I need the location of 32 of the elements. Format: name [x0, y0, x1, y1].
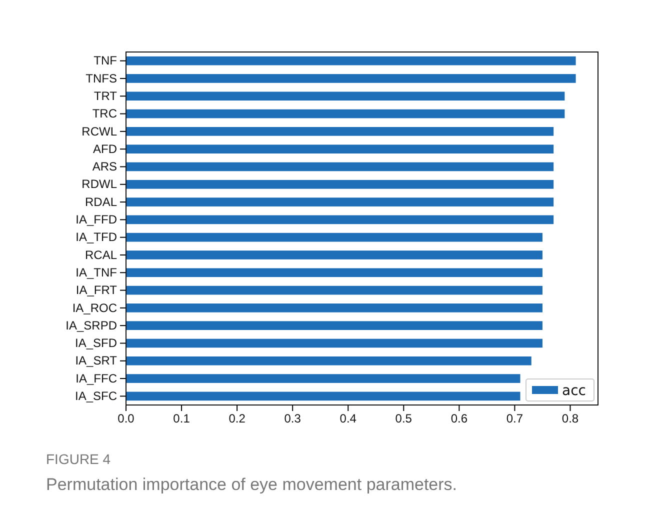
y-tick-label: IA_TFD — [76, 230, 118, 244]
y-tick-label: TRT — [94, 88, 118, 103]
x-tick-label: 0.6 — [450, 412, 468, 426]
y-tick-label: IA_SFD — [74, 336, 118, 350]
legend-label: acc — [562, 383, 586, 399]
y-tick-label: RCAL — [84, 248, 118, 262]
y-tick-label: TNFS — [86, 71, 117, 86]
y-tick-label: AFD — [93, 142, 118, 156]
x-tick-label: 0.1 — [173, 412, 190, 426]
y-tick-label: IA_FFC — [76, 371, 118, 386]
y-tick-label: RDWL — [82, 177, 118, 192]
y-tick-label: TRC — [92, 106, 118, 121]
y-tick-label: IA_SRT — [75, 354, 118, 368]
y-tick-label: IA_SFC — [74, 389, 118, 404]
y-tick-label: RCWL — [82, 124, 118, 138]
x-tick-label: 0.7 — [506, 412, 524, 426]
y-tick-label: IA_SRPD — [66, 318, 118, 332]
y-tick-label: TNF — [94, 54, 117, 68]
x-tick-label: 0.2 — [228, 412, 246, 426]
x-tick-label: 0.5 — [395, 412, 412, 426]
y-tick-label: IA_FFD — [76, 212, 118, 227]
x-tick-label: 0.8 — [562, 412, 579, 426]
y-tick-label: RDAL — [84, 194, 118, 209]
caption: FIGURE 4 — [46, 451, 111, 467]
y-tick-label: IA_TNF — [76, 265, 117, 280]
y-tick-label: IA_FRT — [76, 283, 118, 298]
x-tick-label: 0.3 — [284, 412, 302, 426]
y-tick-label: IA_ROC — [72, 300, 118, 315]
x-tick-label: 0.0 — [118, 412, 135, 426]
x-tick-label: 0.4 — [340, 412, 357, 426]
text: Permutation importance of eye movement parameters. — [46, 475, 458, 494]
y-tick-label: ARS — [92, 160, 117, 174]
